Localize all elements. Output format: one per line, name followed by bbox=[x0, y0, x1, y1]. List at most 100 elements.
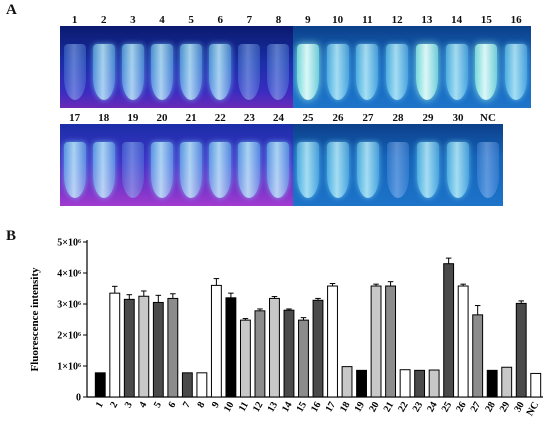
bar bbox=[457, 285, 469, 398]
x-tick-label: 29 bbox=[498, 400, 513, 414]
tube-photo-row1-left bbox=[60, 26, 293, 108]
y-tick-label: 1×10⁶ bbox=[57, 362, 81, 373]
tube bbox=[209, 44, 232, 100]
bar bbox=[123, 298, 135, 398]
tube-label: 29 bbox=[422, 112, 434, 124]
tube bbox=[447, 142, 469, 198]
y-tick-label: 0 bbox=[76, 393, 81, 404]
bar bbox=[298, 319, 309, 398]
x-tick-label: 17 bbox=[324, 400, 339, 414]
bar bbox=[181, 372, 193, 398]
tube-label: 12 bbox=[391, 14, 403, 26]
x-tick-label: 12 bbox=[251, 400, 266, 414]
x-tick-label: 25 bbox=[440, 400, 455, 414]
x-tick-label: 1 bbox=[94, 400, 106, 410]
x-tick-label: 3 bbox=[123, 400, 135, 410]
x-tick-label: 27 bbox=[469, 400, 484, 414]
bar bbox=[196, 372, 208, 398]
tube-label: 30 bbox=[452, 112, 464, 124]
tube-label: 15 bbox=[480, 14, 492, 26]
bar bbox=[370, 285, 382, 398]
y-tick-label: 5×10⁶ bbox=[57, 238, 81, 249]
x-tick-label: 11 bbox=[237, 400, 251, 414]
bar bbox=[530, 372, 542, 398]
x-tick-label: 21 bbox=[382, 400, 397, 414]
tube bbox=[238, 44, 261, 100]
tube bbox=[92, 44, 115, 100]
tube bbox=[267, 142, 290, 198]
tube bbox=[150, 142, 173, 198]
x-tick-label: 16 bbox=[309, 400, 324, 414]
bar bbox=[443, 263, 455, 398]
tube-label: 9 bbox=[305, 14, 311, 26]
x-tick-label: 19 bbox=[353, 400, 368, 414]
x-tick-label: 8 bbox=[195, 400, 207, 410]
tube bbox=[63, 142, 86, 198]
tube bbox=[357, 142, 379, 198]
x-tick-label: NC bbox=[525, 400, 542, 418]
tube-label: 19 bbox=[127, 112, 139, 124]
tube bbox=[296, 44, 319, 100]
bar bbox=[515, 302, 527, 398]
tube bbox=[445, 44, 468, 100]
bar bbox=[428, 369, 440, 398]
bar bbox=[399, 369, 411, 398]
x-tick-label: 24 bbox=[425, 400, 440, 414]
panel-label-b: B bbox=[6, 228, 17, 244]
bar bbox=[312, 299, 324, 398]
y-tick-label: 3×10⁶ bbox=[57, 300, 81, 311]
tube bbox=[386, 44, 409, 100]
tube bbox=[267, 44, 290, 100]
x-tick-label: 18 bbox=[338, 400, 353, 414]
tube-label: 2 bbox=[100, 14, 107, 26]
tube-label: 13 bbox=[421, 14, 433, 26]
bar bbox=[138, 295, 150, 398]
bar bbox=[210, 284, 222, 398]
y-tick-label: 2×10⁶ bbox=[57, 331, 81, 342]
tube-photo-row2-left bbox=[60, 124, 293, 206]
tube bbox=[180, 142, 203, 198]
tube bbox=[326, 44, 349, 100]
x-tick-label: 23 bbox=[411, 400, 426, 414]
tube bbox=[505, 44, 528, 100]
bar bbox=[385, 285, 397, 398]
tube bbox=[417, 142, 439, 198]
tube-label: 22 bbox=[214, 112, 226, 124]
x-tick-label: 14 bbox=[280, 400, 295, 414]
tube-photo-row1-right bbox=[293, 26, 531, 108]
bar bbox=[269, 297, 280, 398]
bar bbox=[327, 285, 338, 398]
fluorescence-bar-chart: 0 1×10⁶ 2×10⁶ 3×10⁶ 4×10⁶ 5×10⁶ Fluorescence i… bbox=[29, 238, 543, 418]
x-tick-label: 10 bbox=[222, 400, 237, 414]
x-tick-label: 26 bbox=[454, 400, 469, 414]
panel-label-a: A bbox=[6, 2, 17, 18]
bar bbox=[341, 366, 353, 398]
bar bbox=[152, 301, 164, 398]
tube bbox=[209, 142, 232, 198]
x-tick-label: 28 bbox=[483, 400, 498, 414]
x-tick-label: 2 bbox=[108, 400, 120, 410]
bar bbox=[94, 372, 106, 398]
tube-label: 4 bbox=[159, 14, 165, 26]
tube-label: 16 bbox=[510, 14, 522, 26]
tube bbox=[387, 142, 409, 198]
tube bbox=[150, 44, 173, 100]
bar bbox=[254, 310, 266, 398]
tube bbox=[415, 44, 438, 100]
tube bbox=[238, 142, 261, 198]
tube bbox=[63, 44, 86, 100]
y-axis-label: Fluorescence intensity bbox=[29, 267, 41, 371]
tube bbox=[477, 142, 499, 198]
tube bbox=[356, 44, 379, 100]
tube bbox=[92, 142, 115, 198]
x-tick-label: 13 bbox=[266, 400, 281, 414]
tube-label: NC bbox=[480, 112, 496, 124]
tube-label: 23 bbox=[243, 112, 255, 124]
bar bbox=[472, 314, 484, 398]
tube bbox=[121, 142, 144, 198]
x-tick-label: 5 bbox=[152, 400, 164, 410]
tube bbox=[475, 44, 498, 100]
bar bbox=[356, 369, 367, 398]
tube bbox=[180, 44, 203, 100]
bar bbox=[239, 319, 251, 398]
